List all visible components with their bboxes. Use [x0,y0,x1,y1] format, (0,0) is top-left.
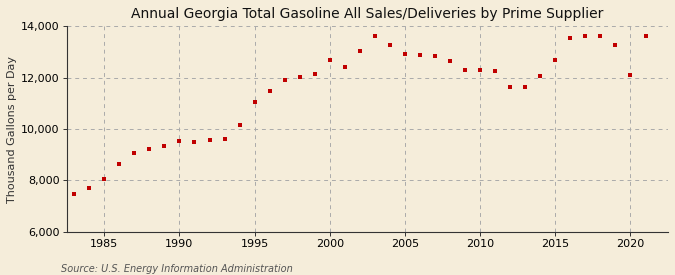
Point [249,100,260,104]
Point [385,43,396,48]
Point [84,185,95,190]
Point [550,58,561,63]
Point [69,192,80,196]
Point [234,123,245,127]
Point [505,85,516,90]
Point [595,34,605,38]
Point [325,58,335,62]
Point [189,140,200,145]
Point [400,52,410,56]
Point [580,34,591,38]
Text: Source: U.S. Energy Information Administration: Source: U.S. Energy Information Administ… [61,264,292,274]
Point [445,59,456,63]
Point [475,68,485,72]
Point [460,67,470,72]
Point [279,78,290,82]
Point [340,64,350,69]
Point [610,43,621,47]
Point [99,177,109,182]
Point [429,54,440,59]
Point [520,85,531,89]
Point [535,74,545,79]
Point [369,33,380,38]
Point [565,36,576,40]
Point [640,34,651,38]
Point [114,162,125,166]
Point [159,144,170,148]
Point [204,138,215,142]
Point [144,147,155,151]
Point [414,53,425,57]
Point [294,75,305,80]
Point [264,89,275,93]
Y-axis label: Thousand Gallons per Day: Thousand Gallons per Day [7,56,17,203]
Point [309,71,320,76]
Point [174,139,185,143]
Point [625,73,636,77]
Point [490,69,501,73]
Point [354,48,365,53]
Point [129,151,140,156]
Point [219,137,230,142]
Title: Annual Georgia Total Gasoline All Sales/Deliveries by Prime Supplier: Annual Georgia Total Gasoline All Sales/… [131,7,603,21]
